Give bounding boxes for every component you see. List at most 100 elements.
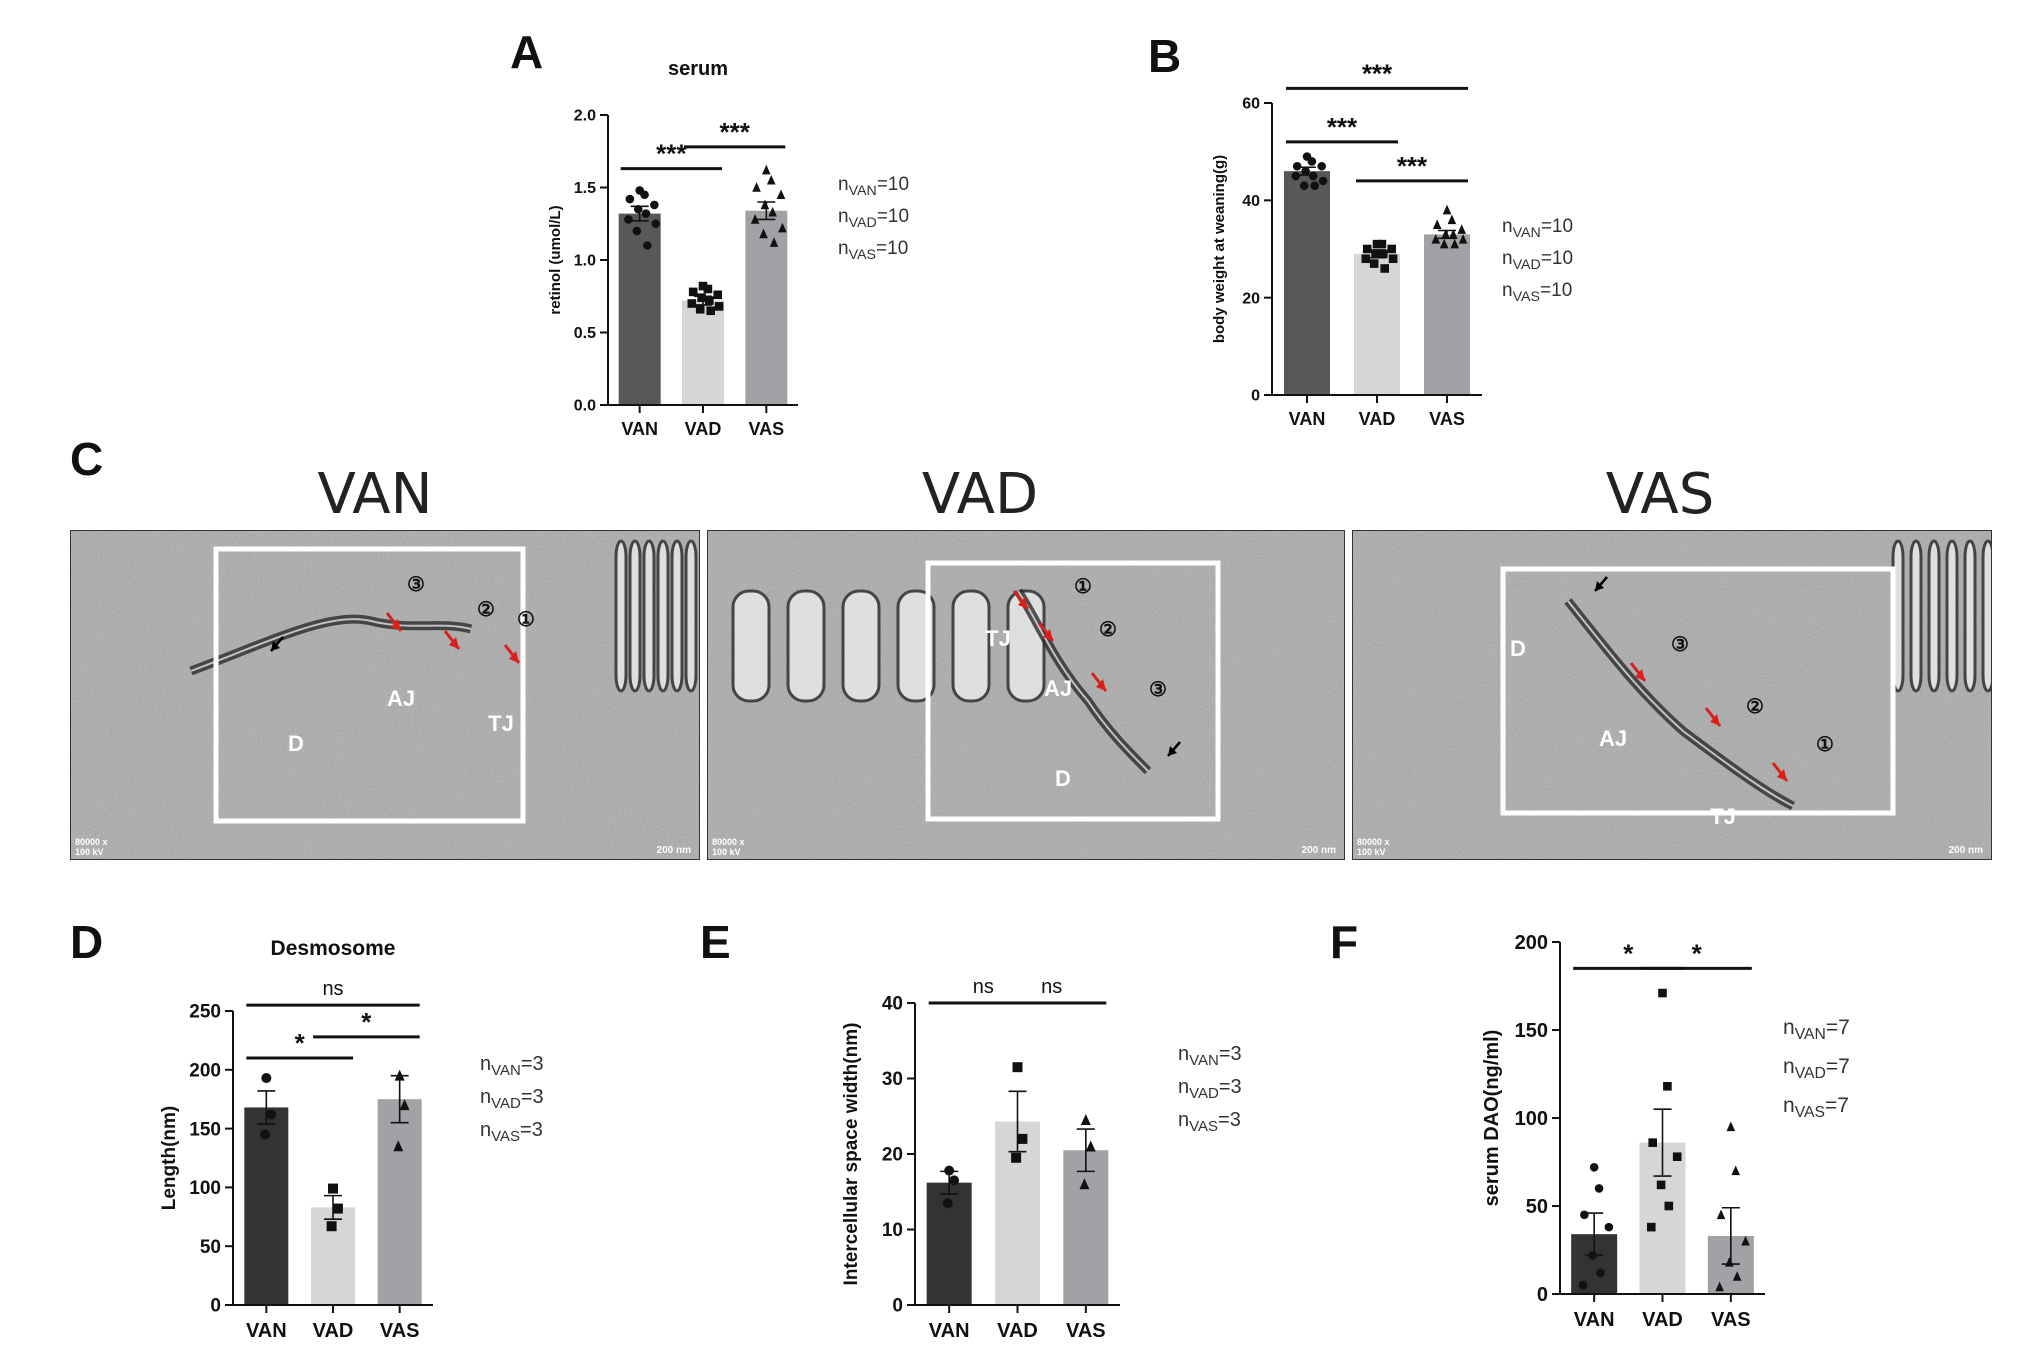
data-point: [1578, 1280, 1588, 1290]
data-point: [942, 1198, 953, 1209]
em-texture: [71, 531, 699, 859]
y-tick-label: 1.0: [574, 253, 596, 270]
em-structure: [1981, 539, 1991, 693]
data-point: [1310, 181, 1319, 191]
data-point: [1431, 233, 1441, 244]
data-point: [259, 1129, 270, 1140]
em-label-tj: TJ: [488, 711, 514, 736]
data-point: [1380, 264, 1389, 273]
data-point: [766, 174, 776, 185]
n-label: nVAD=7: [1783, 1055, 1850, 1082]
data-point: [1432, 219, 1442, 229]
data-point: [760, 199, 770, 210]
data-point: [633, 204, 643, 214]
y-tick-label: 0: [892, 1296, 903, 1317]
em-scale-info: 80000 x: [712, 837, 745, 847]
bar-van: [244, 1107, 289, 1305]
y-tick-label: 250: [189, 1002, 221, 1023]
black-arrowhead: [271, 641, 280, 651]
x-tick-label: VAN: [621, 419, 658, 439]
chart-title: Desmosome: [271, 937, 396, 960]
n-label: nVAD=10: [1502, 248, 1573, 273]
data-point: [625, 194, 635, 204]
data-point: [266, 1109, 277, 1120]
chart-title: serum: [668, 58, 728, 80]
em-scale-info: 100 kV: [1357, 847, 1386, 857]
data-point: [1309, 171, 1318, 181]
bar-vas: [745, 210, 788, 405]
panel-letter-d: D: [70, 916, 103, 968]
data-point: [776, 189, 786, 200]
n-label: nVAS=7: [1783, 1094, 1849, 1121]
significance-label: *: [1623, 938, 1634, 968]
em-structure: [951, 589, 991, 703]
em-label-c1: ①: [517, 609, 535, 631]
em-image-vad: D AJ TJ ① ② ③ 80000 x 100 kV 200 nm: [707, 530, 1345, 860]
em-label-tj: TJ: [1710, 804, 1736, 829]
x-tick-label: VAN: [929, 1320, 970, 1342]
em-label-d: D: [1055, 766, 1071, 791]
em-structure: [841, 589, 881, 703]
em-structure: [684, 539, 698, 693]
data-point: [393, 1140, 404, 1152]
chart-a: 0.0 0.5 1.0 1.5 2.0 VAN VAD VAS retinol (umol/L)…: [547, 58, 909, 439]
data-point: [399, 1099, 410, 1111]
data-point: [1658, 988, 1667, 998]
data-point: [695, 305, 705, 314]
em-structure: [656, 539, 670, 693]
significance-label: *: [295, 1028, 306, 1058]
em-label-c2: ②: [1746, 696, 1764, 718]
x-tick-label: VAS: [1066, 1320, 1106, 1342]
em-image-van: D AJ TJ ① ② ③ 80000 x 100 kV 200 nm: [70, 530, 700, 860]
data-point: [651, 219, 661, 229]
significance-label: ***: [1327, 112, 1358, 142]
data-point: [1371, 249, 1380, 259]
y-tick-label: 150: [189, 1119, 221, 1140]
data-point: [1588, 1250, 1598, 1260]
em-label-c2: ②: [1099, 619, 1117, 641]
y-axis-label: retinol (umol/L): [547, 205, 564, 314]
x-tick-label: VAN: [1289, 409, 1326, 429]
data-point: [1307, 157, 1317, 166]
chart-d: 0 50 100 150 200 250 VAN VAD VAS Length(nm) Desmos…: [159, 937, 544, 1342]
significance-label: ***: [1362, 58, 1393, 88]
data-point: [1715, 1281, 1724, 1292]
red-arrowhead: [449, 637, 459, 649]
y-axis-label: body weight at weaning(g): [1211, 155, 1228, 343]
y-tick-label: 30: [882, 1069, 903, 1090]
data-point: [1457, 224, 1466, 234]
em-scale-bar-label: 200 nm: [1949, 845, 1984, 856]
data-point: [326, 1221, 337, 1232]
n-label: nVAN=3: [480, 1053, 544, 1079]
data-point: [1388, 254, 1398, 264]
n-label: nVAD=3: [1178, 1076, 1242, 1102]
data-point: [1085, 1140, 1096, 1152]
data-point: [687, 299, 697, 308]
significance-label: ns: [1041, 976, 1062, 998]
x-tick-label: VAD: [1642, 1309, 1683, 1331]
x-tick-label: VAD: [997, 1320, 1038, 1342]
bar-vas: [1063, 1150, 1109, 1305]
data-point: [641, 209, 651, 218]
n-label: nVAD=10: [838, 206, 909, 231]
em-image-vas: D AJ TJ ① ② ③ 80000 x 100 kV 200 nm: [1352, 530, 1992, 860]
significance-label: ***: [719, 117, 750, 147]
em-structure: [670, 539, 684, 693]
em-scale-bar-label: 200 nm: [1302, 845, 1337, 856]
em-label-aj: AJ: [1599, 726, 1627, 751]
data-point: [769, 237, 779, 247]
panel-letter-e: E: [700, 916, 731, 968]
data-point: [1017, 1133, 1028, 1144]
data-point: [944, 1165, 955, 1176]
data-point: [1318, 176, 1328, 186]
data-point: [949, 1175, 960, 1186]
red-arrowhead: [1710, 714, 1720, 726]
region-box: [1500, 566, 1896, 816]
panel-letter-b: B: [1148, 30, 1181, 82]
em-scale-info: 100 kV: [75, 847, 104, 857]
data-point: [1604, 1222, 1614, 1232]
em-texture: [1353, 531, 1991, 859]
data-point: [750, 214, 760, 224]
x-tick-label: VAN: [1574, 1309, 1615, 1331]
